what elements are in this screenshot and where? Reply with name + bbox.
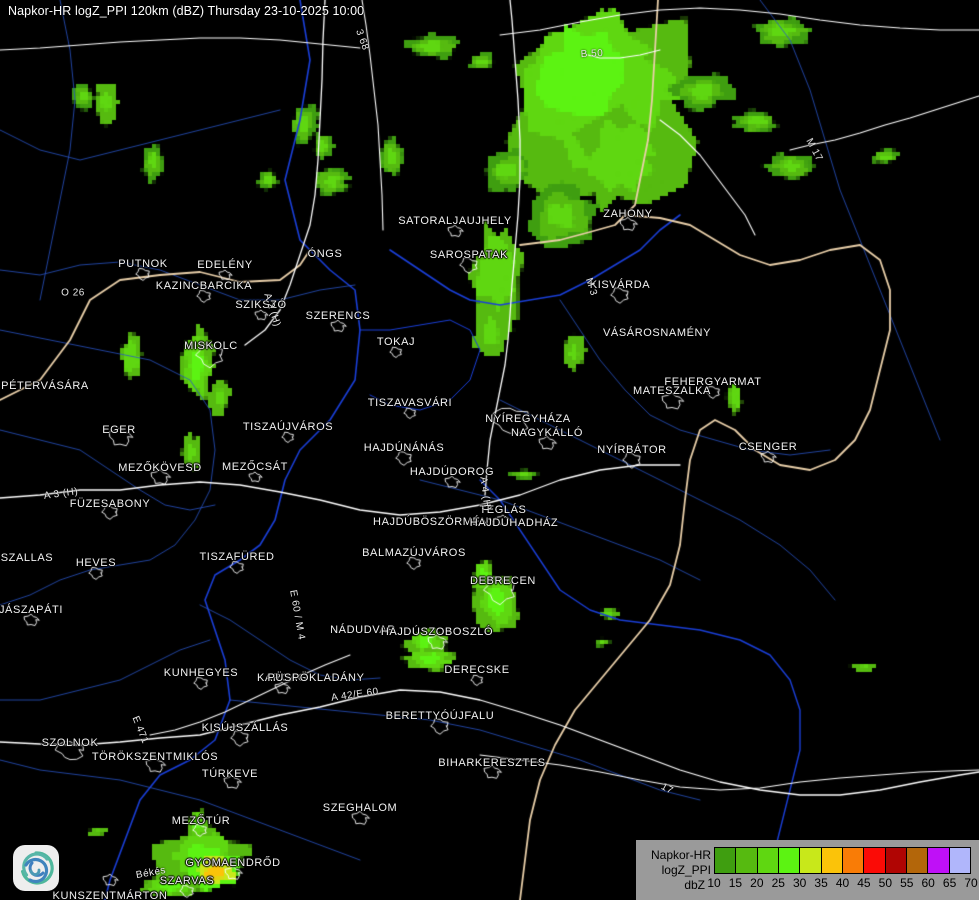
legend-tick-35: 35 <box>814 876 828 890</box>
legend-tick-40: 40 <box>835 876 850 890</box>
legend-tick-55: 55 <box>900 876 914 890</box>
legend-swatches <box>714 847 971 874</box>
legend-tick-15: 15 <box>728 876 743 890</box>
legend-caption: Napkor-HR logZ_PPI dbZ <box>636 848 714 893</box>
legend-swatch-4 <box>800 848 822 873</box>
legend-swatch-10 <box>928 848 950 873</box>
legend-tick-25: 25 <box>771 876 785 890</box>
legend-swatch-3 <box>778 848 801 873</box>
spiral-logo <box>13 845 59 891</box>
color-scale-legend: Napkor-HR logZ_PPI dbZ 10 15 20 25 30 35 40 45 5… <box>636 840 979 900</box>
legend-caption-line2: logZ_PPI <box>661 862 711 877</box>
legend-swatch-7 <box>864 848 886 873</box>
spiral-logo-icon <box>21 851 54 885</box>
legend-swatch-1 <box>736 848 758 873</box>
legend-tick-20: 20 <box>750 876 764 890</box>
legend-tick-45: 45 <box>857 876 871 890</box>
legend-swatch-11 <box>949 848 970 873</box>
legend-caption-line3: dbZ <box>684 877 705 892</box>
road-label: O 26 <box>61 287 85 299</box>
legend-swatch-9 <box>906 848 929 873</box>
legend-scale: 10 15 20 25 30 35 40 45 50 55 60 65 70 <box>707 840 979 900</box>
page-title: Napkor-HR logZ_PPI 120km (dBZ) Thursday … <box>8 4 365 18</box>
legend-tick-60: 60 <box>921 876 935 890</box>
legend-swatch-5 <box>821 848 843 873</box>
legend-caption-line1: Napkor-HR <box>650 847 711 862</box>
legend-tick-10: 10 <box>707 876 721 890</box>
legend-tick-65: 65 <box>942 876 957 890</box>
legend-swatch-2 <box>757 848 779 873</box>
legend-swatch-0 <box>715 848 737 873</box>
legend-swatch-8 <box>885 848 907 873</box>
legend-tick-50: 50 <box>878 876 893 890</box>
legend-swatch-6 <box>842 848 865 873</box>
road-label: B 50 <box>580 47 604 61</box>
legend-ticks: 10 15 20 25 30 35 40 45 50 55 60 65 70 <box>707 876 977 894</box>
legend-tick-30: 30 <box>792 876 807 890</box>
legend-tick-70: 70 <box>964 876 978 890</box>
